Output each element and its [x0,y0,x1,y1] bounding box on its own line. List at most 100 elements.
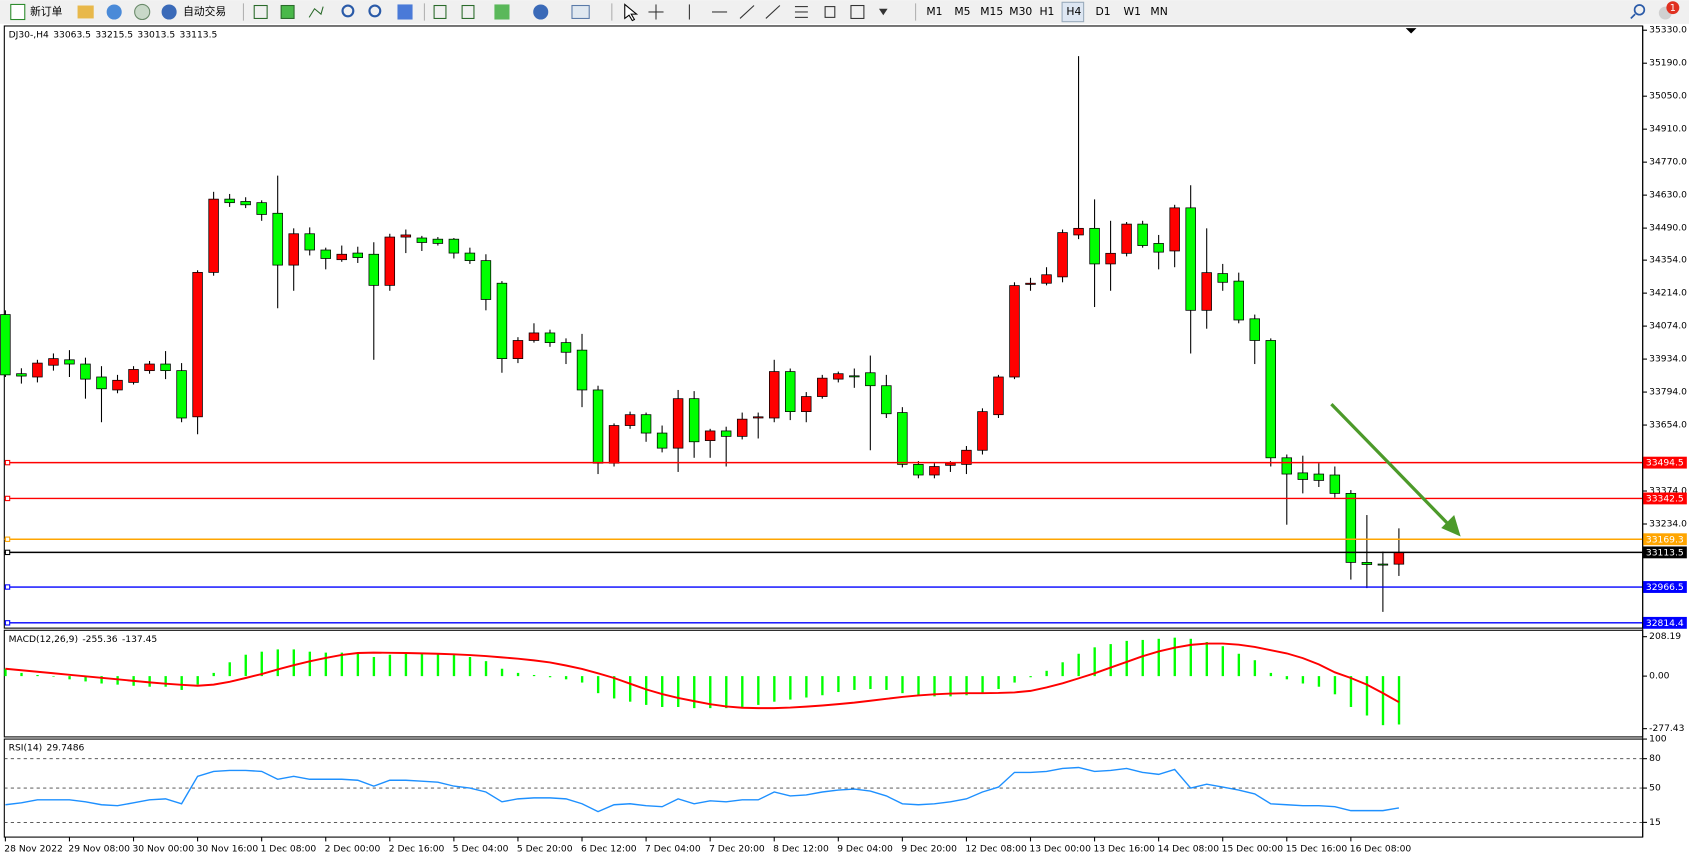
macd-bar [324,652,328,677]
candle-body [336,253,347,261]
candle-body [480,260,492,300]
arrows-button[interactable] [878,8,888,16]
zoom-in-button[interactable] [341,4,355,18]
timeframe-button[interactable]: W1 [1123,5,1141,18]
tile-button[interactable] [397,4,413,20]
scroll-button[interactable] [433,4,447,19]
x-tick-label: 16 Dec 08:00 [1350,844,1412,854]
x-tick-label: 5 Dec 20:00 [517,844,573,854]
macd-bar [821,676,824,696]
candle-body [560,342,572,353]
macd-bar [757,676,760,705]
new-order-button[interactable]: 新订单 [30,5,63,18]
search-button[interactable] [1630,13,1636,20]
macd-bar [1029,676,1032,678]
toolbar-icon[interactable] [77,5,94,19]
macd-bar [773,676,776,702]
macd-signal-line [5,642,1400,710]
toolbar-icon[interactable] [106,4,122,20]
macd-bar [1109,644,1112,677]
candle-body [400,234,412,238]
indicators-button[interactable] [494,4,510,20]
candle-body [1025,282,1036,285]
new-order-icon[interactable] [10,3,26,21]
timeframe-button[interactable]: H4 [1066,5,1081,18]
y-tick-label: 80 [1649,754,1661,764]
macd-bar [548,676,552,678]
macd-bar [1157,638,1160,677]
readout-value: 33215.5 [95,30,133,40]
candle-body [16,373,27,377]
macd-bar [1077,653,1080,677]
x-tick-label: 1 Dec 08:00 [261,844,317,854]
timeframe-button[interactable]: MN [1150,5,1167,18]
macd-bar [36,674,39,677]
macd-bar [677,676,680,707]
macd-bar [388,654,392,677]
macd-bar [420,652,424,677]
price-level-handle [4,495,11,502]
trend-arrow [1330,402,1453,528]
macd-bar [84,676,87,682]
candle-body [1313,473,1325,481]
periods-button[interactable] [533,4,549,20]
candle-chart-button[interactable] [280,4,295,19]
search-button[interactable] [1633,4,1646,16]
timeframe-button[interactable]: M5 [954,5,970,18]
auto-trading-icon[interactable] [161,4,177,20]
zoom-out-button[interactable] [368,4,382,18]
macd-bar [260,651,263,677]
candle-body [288,233,299,266]
shift-button[interactable] [461,4,475,19]
candle-body [640,414,652,434]
macd-bar [276,649,279,677]
candle-body [384,236,396,286]
candle-body [1377,563,1389,566]
active-timeframe-bg [1061,1,1085,23]
candle-body [576,349,588,391]
candle-body [769,371,780,419]
bar-chart-button[interactable] [253,4,268,19]
macd-bar [468,656,472,677]
timeframe-button[interactable]: H1 [1039,5,1054,18]
timeframe-button[interactable]: D1 [1095,5,1110,18]
y-tick-label: 15 [1649,818,1661,828]
candle-body [752,416,764,419]
macd-bar [292,649,295,677]
candle-body [48,358,59,366]
line-chart-button[interactable] [308,6,324,18]
readout-value: -255.36 [82,634,117,644]
price-level-handle [4,584,11,590]
macd-bar [933,676,936,697]
channel-button[interactable] [765,5,781,19]
candle-body [1297,472,1309,480]
timeframe-button[interactable]: M15 [980,5,1003,18]
price-level-handle [4,620,11,626]
candle-body [0,314,11,376]
candle-body [208,198,219,273]
cursor-button[interactable] [624,3,639,22]
timeframe-button[interactable]: M30 [1009,5,1032,18]
text-button[interactable] [824,6,836,18]
macd-bar [1333,676,1337,695]
candle-body [1329,474,1341,494]
macd-bar [645,676,648,705]
y-tick-label: 50 [1649,784,1661,794]
templates-button[interactable] [571,4,590,19]
readout-value: 33113.5 [180,30,218,40]
timeframe-button[interactable]: M1 [926,5,942,18]
label-button[interactable] [850,4,865,19]
candle-body [672,398,684,449]
candle-body [192,272,203,418]
y-tick-label: -277.43 [1649,724,1684,734]
candle-body [785,371,796,413]
auto-trading-button[interactable]: 自动交易 [183,5,226,18]
macd-bar [1045,670,1048,677]
price-level-tag [1642,492,1687,505]
readout-value: -137.45 [122,634,157,644]
macd-bar [885,676,888,690]
candle-body [160,363,171,372]
toolbar-icon[interactable] [134,3,151,21]
candle-body [1121,223,1132,254]
trendline-button[interactable] [739,5,755,19]
